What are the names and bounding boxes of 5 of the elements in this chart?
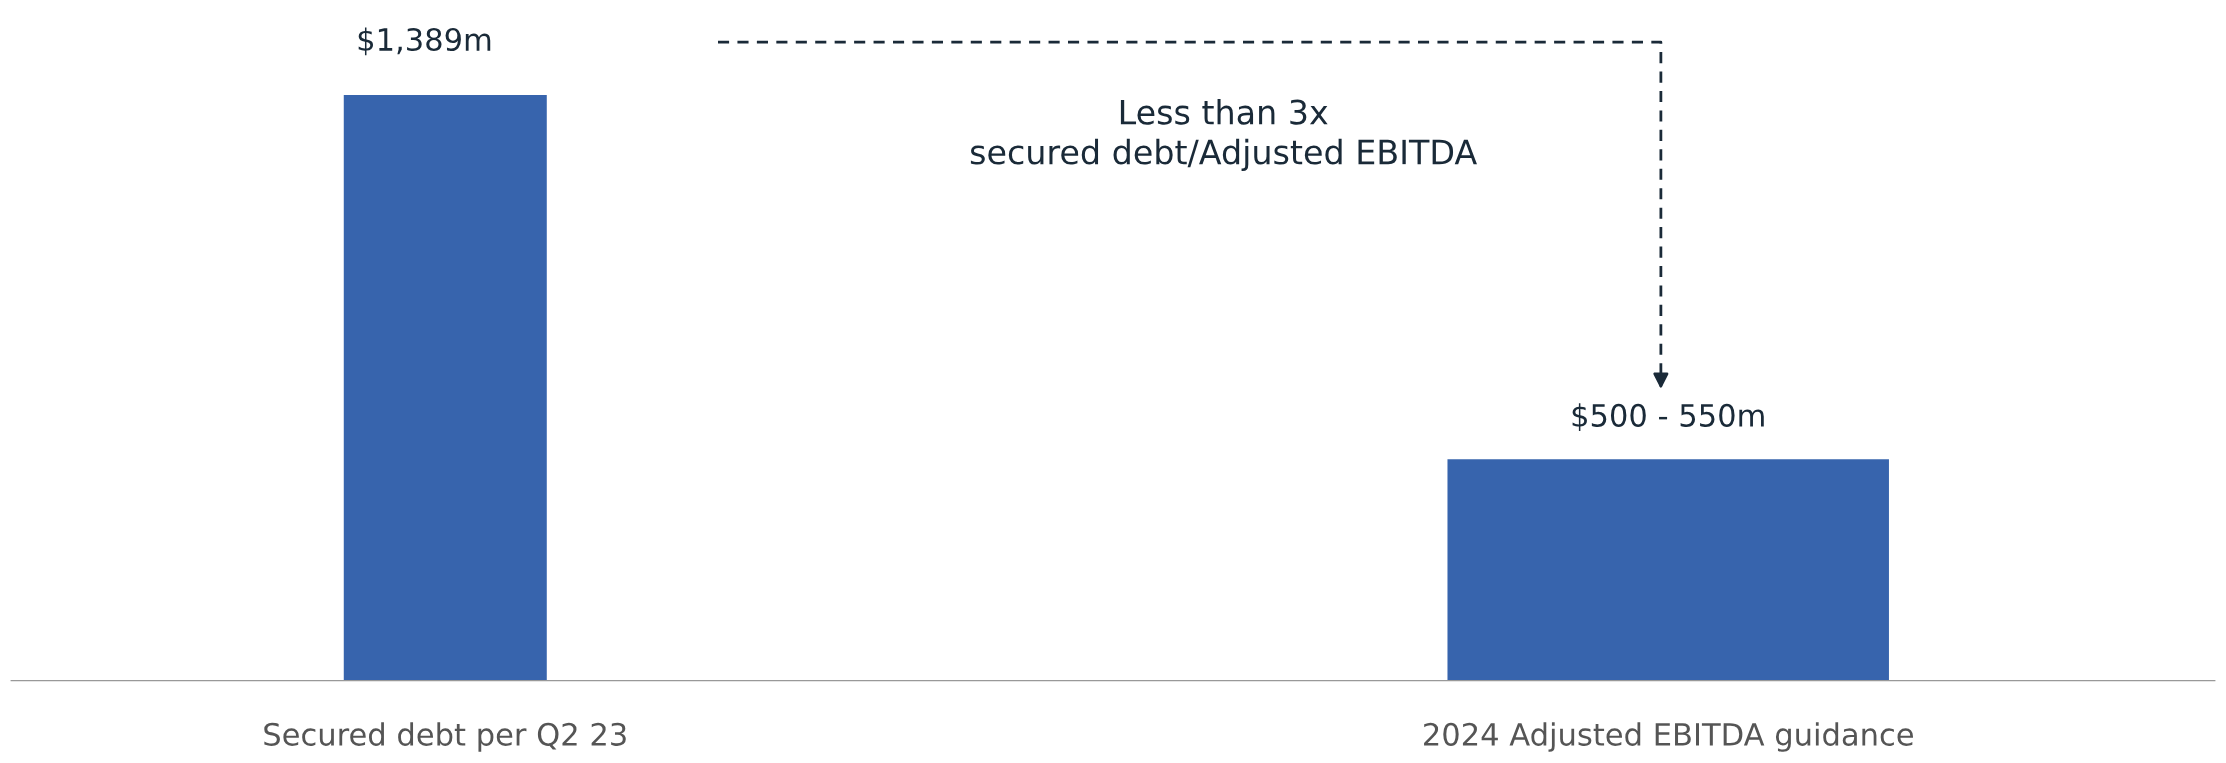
x-tick-label: 2024 Adjusted EBITDA guidance <box>1424 722 1913 752</box>
annotation: Less than 3x secured debt/Adjusted EBITDA <box>970 98 1477 172</box>
annotation: $500 - 550m <box>1572 403 1764 432</box>
data-label: $1,389m <box>358 27 491 56</box>
x-tick-label: Secured debt per Q2 23 <box>264 722 626 752</box>
